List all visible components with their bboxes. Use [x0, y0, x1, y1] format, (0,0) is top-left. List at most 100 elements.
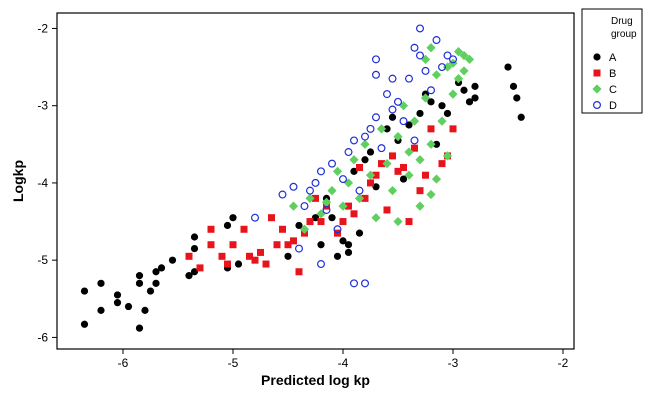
series-A: [80, 63, 525, 332]
point-A: [372, 183, 380, 191]
x-tick-label: -6: [118, 356, 129, 370]
point-D: [449, 55, 458, 64]
legend-title-line-1: Drug: [611, 16, 633, 27]
point-B: [378, 160, 385, 168]
point-C: [442, 151, 453, 161]
series-C: [288, 43, 475, 234]
point-B: [257, 248, 264, 256]
point-B: [279, 225, 286, 233]
point-A: [416, 109, 424, 118]
point-A: [344, 241, 353, 249]
point-A: [443, 109, 452, 118]
point-C: [426, 189, 436, 200]
point-C: [464, 54, 475, 64]
point-A: [344, 248, 353, 257]
point-A: [97, 306, 105, 314]
point-A: [80, 320, 89, 328]
legend-marker-D: [592, 100, 601, 109]
point-C: [288, 201, 299, 211]
point-C: [404, 170, 414, 180]
point-A: [185, 272, 193, 280]
point-C: [448, 89, 458, 99]
point-D: [361, 279, 370, 288]
point-A: [465, 98, 474, 106]
point-A: [399, 175, 408, 183]
legend-box: [581, 8, 643, 114]
legend-marker-C: [592, 84, 602, 94]
point-A: [427, 98, 435, 106]
point-B: [416, 187, 424, 195]
point-C: [426, 139, 436, 149]
point-D: [317, 167, 326, 176]
point-D: [410, 136, 419, 145]
point-C: [360, 139, 370, 149]
series-D: [251, 24, 458, 288]
point-C: [426, 43, 436, 53]
point-D: [372, 55, 381, 64]
point-D: [289, 182, 298, 191]
legend-label-D: D: [609, 100, 617, 112]
point-B: [383, 206, 391, 214]
point-D: [295, 244, 304, 253]
point-D: [372, 70, 381, 79]
point-A: [135, 324, 144, 332]
x-tick-label: -3: [448, 356, 459, 370]
point-D: [416, 51, 425, 60]
point-A: [438, 102, 446, 110]
point-A: [113, 291, 122, 299]
point-C: [415, 155, 425, 165]
series-B: [185, 125, 457, 276]
point-A: [284, 252, 292, 260]
point-A: [152, 279, 160, 287]
point-D: [427, 86, 436, 95]
point-A: [383, 125, 391, 133]
point-C: [453, 47, 464, 57]
point-B: [372, 171, 380, 179]
point-C: [327, 186, 337, 196]
point-B: [411, 144, 418, 152]
point-C: [453, 74, 464, 84]
point-A: [152, 268, 160, 276]
point-A: [350, 167, 358, 175]
point-C: [387, 186, 398, 196]
point-D: [399, 117, 408, 126]
point-D: [421, 66, 430, 75]
point-B: [273, 241, 281, 249]
point-B: [438, 160, 446, 168]
point-B: [389, 152, 396, 160]
point-C: [393, 131, 403, 142]
point-A: [190, 233, 199, 241]
point-D: [328, 159, 337, 168]
point-C: [376, 124, 387, 134]
point-D: [388, 105, 397, 114]
point-D: [339, 175, 348, 184]
point-B: [345, 202, 352, 210]
x-axis-title: Predicted log kp: [261, 372, 370, 388]
point-A: [146, 287, 155, 295]
point-B: [295, 268, 303, 276]
legend-title-line-2: group: [611, 29, 637, 40]
point-D: [350, 136, 359, 145]
point-D: [432, 36, 441, 45]
x-tick-label: -5: [228, 356, 239, 370]
point-B: [229, 241, 237, 249]
point-D: [311, 178, 320, 187]
point-B: [367, 179, 374, 187]
point-D: [394, 97, 403, 106]
point-C: [404, 147, 414, 157]
point-D: [300, 202, 309, 211]
point-A: [333, 252, 342, 260]
point-A: [168, 256, 177, 264]
point-B: [290, 237, 297, 245]
legend-marker-A: [593, 53, 601, 61]
point-A: [471, 82, 479, 90]
point-D: [366, 124, 375, 133]
point-A: [355, 229, 364, 237]
point-A: [295, 221, 303, 230]
point-C: [365, 170, 376, 180]
y-tick-label: -3: [37, 99, 48, 113]
point-C: [305, 193, 315, 203]
point-D: [405, 74, 414, 83]
point-A: [190, 268, 199, 276]
